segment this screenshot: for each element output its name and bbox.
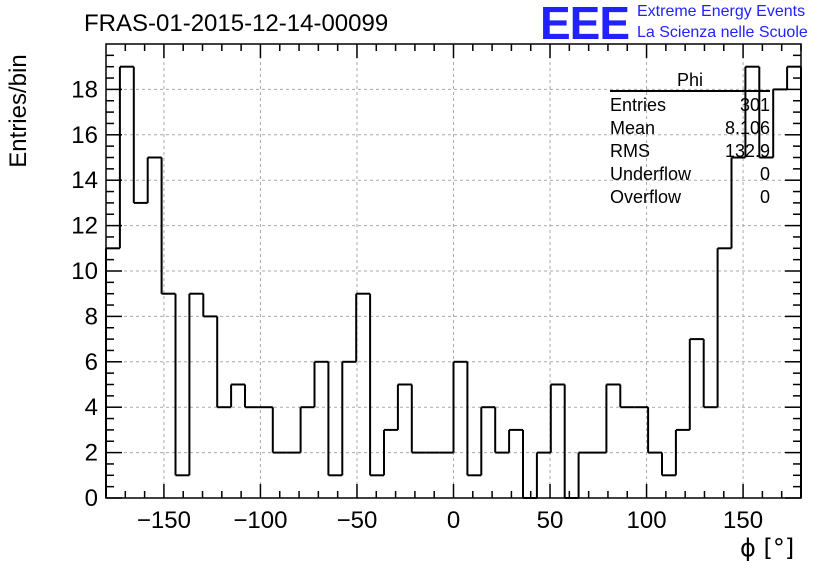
stats-label: Mean: [610, 118, 656, 138]
stats-value: 8.106: [724, 118, 770, 138]
logo-subtitle-line2: La Scienza nelle Scuole: [637, 24, 808, 41]
y-tick-label: 10: [71, 258, 98, 285]
stats-row-entries: Entries 301: [610, 94, 770, 117]
stats-row-rms: RMS 132.9: [610, 140, 770, 163]
x-tick-label: −50: [337, 507, 378, 534]
stats-label: RMS: [610, 141, 650, 161]
logo-subtitle-line1: Extreme Energy Events: [637, 3, 806, 20]
x-tick-label: 100: [627, 507, 667, 534]
y-tick-label: 2: [85, 440, 98, 467]
y-tick-label: 6: [85, 349, 98, 376]
histogram-bars: [105, 65, 802, 499]
x-tick-label: 0: [447, 507, 460, 534]
y-tick-label: 16: [71, 122, 98, 149]
x-axis-label: ϕ [°]: [740, 534, 795, 562]
x-tick-label: 150: [723, 507, 763, 534]
stats-row-overflow: Overflow 0: [610, 186, 770, 209]
axes: −150 −100 −50 0 50 100 150 0 2 4 6 8 10 12 14 16 18: [71, 43, 802, 534]
y-tick-label: 18: [71, 76, 98, 103]
chart-title: FRAS-01-2015-12-14-00099: [84, 10, 389, 37]
stats-label: Underflow: [610, 164, 692, 184]
y-axis-label: Entries/bin: [5, 54, 32, 168]
x-tick-label: 50: [537, 507, 564, 534]
y-tick-label: 8: [85, 303, 98, 330]
stats-label: Entries: [610, 95, 667, 115]
stats-value: 301: [739, 95, 770, 115]
y-tick-label: 4: [85, 394, 98, 421]
y-tick-label: 0: [85, 485, 98, 512]
stats-box: Phi Entries 301 Mean 8.106 RMS 132.9 Und…: [610, 70, 770, 209]
stats-label: Overflow: [610, 187, 682, 207]
stats-title: Phi: [610, 70, 770, 92]
eee-logo: EEE: [540, 0, 630, 49]
y-tick-label: 12: [71, 213, 98, 240]
stats-row-mean: Mean 8.106: [610, 117, 770, 140]
stats-value: 132.9: [724, 141, 770, 161]
x-tick-label: −100: [233, 507, 287, 534]
stats-row-underflow: Underflow 0: [610, 163, 770, 186]
stats-value: 0: [759, 187, 770, 207]
x-tick-label: −150: [137, 507, 191, 534]
y-tick-label: 14: [71, 167, 98, 194]
stats-value: 0: [759, 164, 770, 184]
